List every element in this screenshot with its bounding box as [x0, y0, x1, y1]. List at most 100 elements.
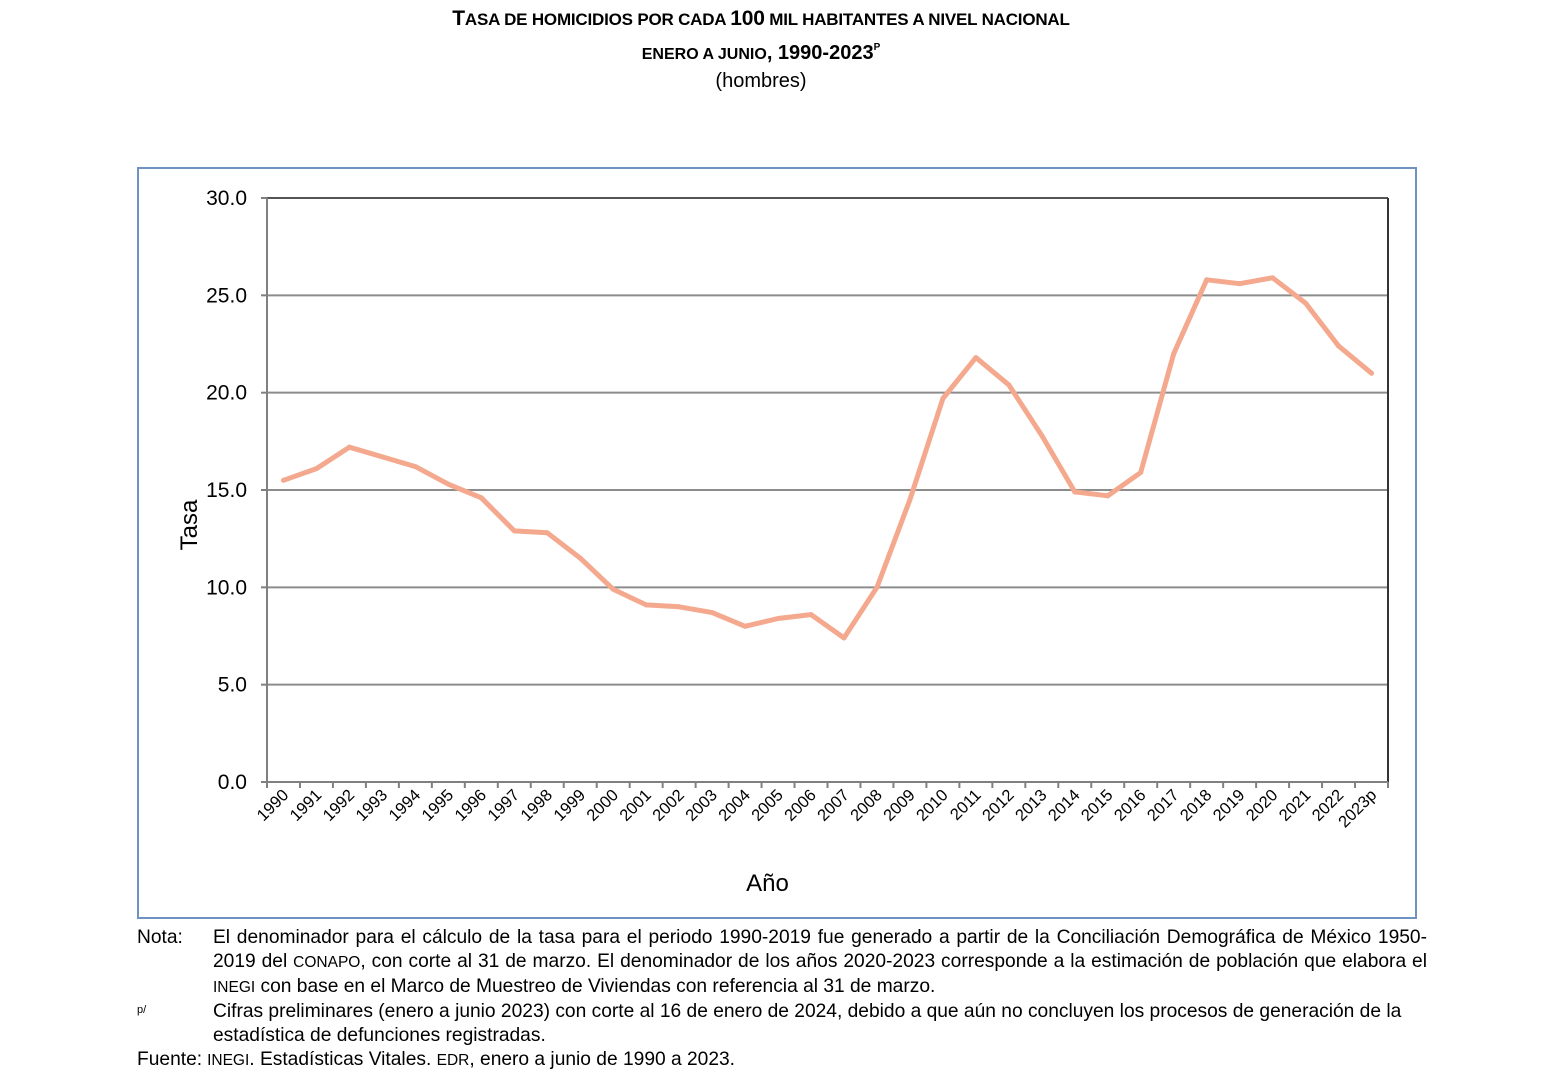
x-tick-label: 2016 — [1111, 786, 1150, 825]
data-point — [841, 635, 847, 641]
x-tick-label: 1994 — [386, 786, 425, 825]
data-point — [379, 454, 385, 460]
data-point — [1171, 351, 1177, 357]
y-tick-label: 30.0 — [206, 187, 247, 210]
source-row: Fuente: INEGI. Estadísticas Vitales. EDR… — [137, 1048, 1427, 1073]
text-run: con base en el Marco de Muestreo de Vivi… — [255, 976, 936, 997]
x-tick-label: 1991 — [287, 786, 326, 825]
data-point — [445, 481, 451, 487]
x-tick-label: 2006 — [781, 786, 820, 825]
x-tick-label: 2002 — [649, 786, 688, 825]
chart-subtitle-group: (hombres) — [715, 70, 807, 92]
text-run: 100 — [730, 7, 765, 30]
x-tick-label: 2017 — [1144, 786, 1183, 825]
x-tick-label: 1990 — [254, 786, 293, 825]
x-tick-label: 2021 — [1276, 786, 1315, 825]
data-point — [1270, 275, 1276, 281]
x-tick-label: 2018 — [1177, 786, 1216, 825]
x-tick-label: 1993 — [353, 786, 392, 825]
data-point — [313, 466, 319, 472]
y-tick-label: 5.0 — [218, 674, 247, 697]
abbrev-text: MIL HABITANTES A NIVEL NACIONAL — [764, 10, 1070, 29]
data-point — [907, 497, 913, 503]
x-tick-label: 2019 — [1210, 786, 1249, 825]
x-tick-label: 1996 — [451, 786, 490, 825]
x-tick-label: 2003 — [682, 786, 721, 825]
data-point — [511, 528, 517, 534]
x-tick-label: 2013 — [1012, 786, 1051, 825]
x-tick-label: 2012 — [979, 786, 1018, 825]
data-point — [676, 604, 682, 610]
data-point — [1006, 382, 1012, 388]
x-tick-label: 1997 — [484, 786, 523, 825]
x-tick-label: 1992 — [320, 786, 359, 825]
data-point — [709, 610, 715, 616]
y-tick-label: 0.0 — [218, 771, 247, 794]
x-axis-title: Año — [746, 870, 789, 897]
source-label: Fuente: — [137, 1049, 203, 1070]
x-tick-label: 2001 — [616, 786, 655, 825]
y-tick-label: 15.0 — [206, 479, 247, 502]
subtitle-years: , 1990-2023 — [766, 42, 874, 64]
x-tick-label: 2023p — [1335, 786, 1380, 831]
data-point — [973, 355, 979, 361]
x-tick-label: 2020 — [1243, 786, 1282, 825]
preliminary-note-text: Cifras preliminares (enero a junio 2023)… — [213, 1001, 1402, 1046]
x-tick-label: 2004 — [715, 786, 754, 825]
data-point — [610, 586, 616, 592]
subtitle-period: ENERO A JUNIO — [641, 46, 767, 63]
x-tick-label: 1995 — [418, 786, 457, 825]
note-label: Nota: — [137, 927, 183, 948]
text-run: , enero a junio de 1990 a 2023. — [469, 1049, 736, 1070]
data-point — [412, 464, 418, 470]
data-point — [280, 477, 286, 483]
note-text: El denominador para el cálculo de la tas… — [213, 926, 1427, 1000]
series-line — [281, 275, 1374, 641]
x-tick-label: 2000 — [583, 786, 622, 825]
y-axis-title: Tasa — [176, 499, 203, 550]
y-tick-label: 25.0 — [206, 284, 247, 307]
text-run: , con corte al 31 de marzo. El denominad… — [360, 951, 1427, 972]
y-tick-label: 20.0 — [206, 382, 247, 405]
abbrev-text: INEGI — [207, 1052, 250, 1069]
data-point — [1039, 432, 1045, 438]
preliminary-note-label: p/ — [137, 1004, 147, 1016]
data-point — [1105, 493, 1111, 499]
x-tick-label: 2010 — [913, 786, 952, 825]
data-point — [643, 602, 649, 608]
data-point — [808, 612, 814, 618]
data-point — [1237, 281, 1243, 287]
source-text: INEGI. Estadísticas Vitales. EDR, enero … — [207, 1048, 1427, 1073]
x-tick-label: 2008 — [847, 786, 886, 825]
text-run: El denominador para el cálculo de la tas… — [213, 927, 1427, 972]
text-run: . Estadísticas Vitales. — [249, 1049, 437, 1070]
data-point — [577, 555, 583, 561]
data-point — [1138, 469, 1144, 475]
x-tick-label: 2011 — [947, 786, 985, 824]
notes-block: Nota: El denominador para el cálculo de … — [137, 926, 1427, 1073]
data-point — [1303, 300, 1309, 306]
chart-title: TASA DE HOMICIDIOS POR CADA 100 MIL HABI… — [0, 4, 1522, 35]
x-tick-label: 1998 — [517, 786, 556, 825]
data-point — [1204, 277, 1210, 283]
x-tick-label: 2009 — [880, 786, 919, 825]
data-point — [346, 444, 352, 450]
abbrev-text: INEGI — [213, 979, 256, 996]
x-tick-label: 2014 — [1045, 786, 1084, 825]
x-tick-label: 2015 — [1078, 786, 1117, 825]
chart-frame: 0.0 5.0 10.0 15.0 20.0 25.0 30.0 1990 1991 1992 19… — [137, 167, 1417, 919]
subtitle-preliminary-mark: P — [873, 42, 881, 53]
data-point — [478, 495, 484, 501]
chart-subtitle: ENERO A JUNIO, 1990-2023P — [0, 35, 1522, 68]
abbrev-text: EDR — [436, 1052, 470, 1069]
x-tick-label: 1999 — [550, 786, 589, 825]
abbrev-text: ASA DE HOMICIDIOS POR CADA — [464, 10, 731, 29]
line-chart: 0.05.010.015.020.025.030.019901991199219… — [176, 187, 1389, 897]
x-tick-label: 2005 — [748, 786, 787, 825]
data-point — [874, 584, 880, 590]
data-point — [544, 530, 550, 536]
data-point — [1369, 370, 1375, 376]
chart-title-block: TASA DE HOMICIDIOS POR CADA 100 MIL HABI… — [0, 4, 1522, 94]
data-point — [940, 396, 946, 402]
x-tick-label: 2007 — [814, 786, 853, 825]
